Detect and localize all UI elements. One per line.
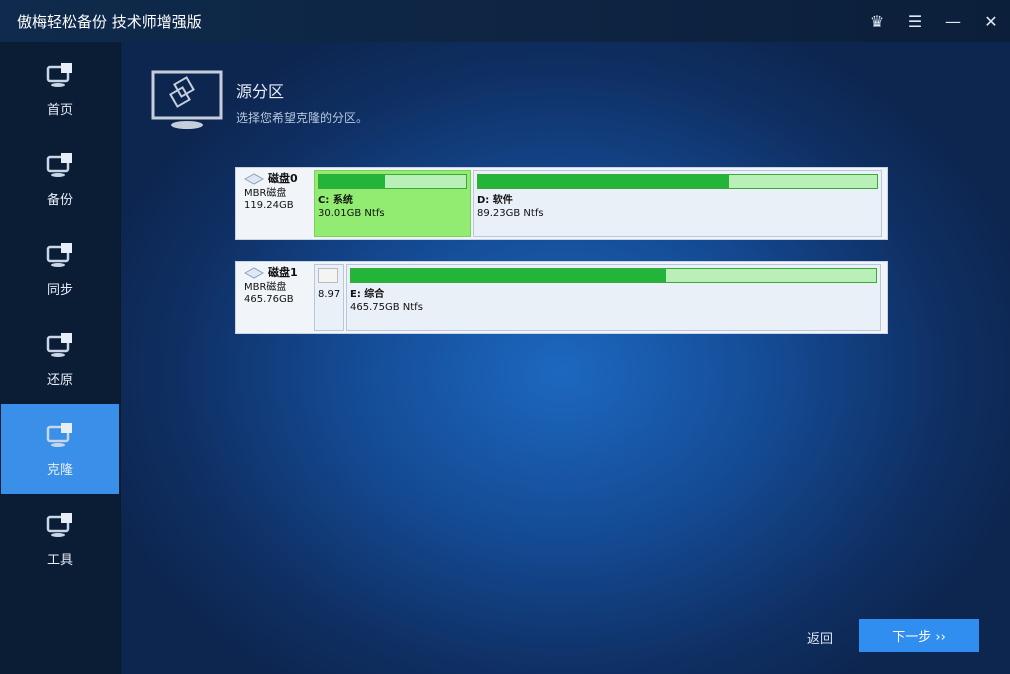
partition[interactable]: C: 系统 30.01GB Ntfs bbox=[314, 170, 471, 237]
disk-icon bbox=[244, 267, 264, 279]
partition[interactable]: 8.97 bbox=[314, 264, 344, 331]
partition-info: 30.01GB Ntfs bbox=[318, 208, 385, 219]
disk-row: 磁盘0 MBR磁盘 119.24GB C: 系统 30.01GB Ntfs D:… bbox=[235, 167, 888, 240]
partition-label: E: 综合 bbox=[350, 289, 385, 300]
disk-size: 119.24GB bbox=[244, 200, 294, 211]
partition-monitor-icon bbox=[151, 70, 223, 129]
partition[interactable]: D: 软件 89.23GB Ntfs bbox=[473, 170, 882, 237]
disk-size: 465.76GB bbox=[244, 294, 294, 305]
disk-row: 磁盘1 MBR磁盘 465.76GB 8.97 E: 综合 465.75GB N… bbox=[235, 261, 888, 334]
disk-type: MBR磁盘 bbox=[244, 188, 287, 199]
minimize-icon[interactable]: — bbox=[945, 11, 961, 31]
sidebar-item-label: 备份 bbox=[46, 192, 73, 208]
partition-info: 89.23GB Ntfs bbox=[477, 208, 544, 219]
partition[interactable]: E: 综合 465.75GB Ntfs bbox=[346, 264, 881, 331]
menu-icon[interactable]: ☰ bbox=[907, 11, 923, 31]
partition-label: D: 软件 bbox=[477, 195, 513, 206]
restore-icon bbox=[46, 331, 74, 369]
sidebar-item-label: 首页 bbox=[46, 102, 73, 118]
title-bar: 傲梅轻松备份 技术师增强版 ♛ ☰ — ✕ bbox=[0, 0, 1010, 42]
home-icon bbox=[46, 61, 74, 99]
partition-usage-bar bbox=[350, 268, 877, 283]
sidebar-item-sync[interactable]: 同步 bbox=[0, 224, 120, 314]
sidebar-item-clone[interactable]: 克隆 bbox=[1, 404, 119, 494]
sidebar-item-restore[interactable]: 还原 bbox=[0, 314, 120, 404]
partition-usage-bar bbox=[477, 174, 878, 189]
app-title: 傲梅轻松备份 技术师增强版 bbox=[17, 13, 202, 31]
disk-type: MBR磁盘 bbox=[244, 282, 287, 293]
sync-icon bbox=[46, 241, 74, 279]
back-button[interactable]: 返回 bbox=[807, 632, 834, 647]
next-button[interactable]: 下一步 ›› bbox=[859, 619, 979, 652]
partition-usage-bar bbox=[318, 174, 467, 189]
sidebar-item-label: 还原 bbox=[46, 372, 73, 388]
backup-icon bbox=[46, 151, 74, 189]
disk-name: 磁盘0 bbox=[268, 172, 298, 185]
clone-icon bbox=[46, 421, 74, 459]
sidebar-item-label: 克隆 bbox=[46, 462, 73, 478]
partition-info: 465.75GB Ntfs bbox=[350, 302, 423, 313]
crown-icon[interactable]: ♛ bbox=[869, 11, 885, 31]
sidebar-item-tools[interactable]: 工具 bbox=[0, 494, 120, 584]
tools-icon bbox=[46, 511, 74, 549]
main-panel: 源分区 选择您希望克隆的分区。 磁盘0 MBR磁盘 119.24GB C: 系统… bbox=[121, 42, 1010, 674]
sidebar-item-home[interactable]: 首页 bbox=[0, 44, 120, 134]
sidebar-item-label: 同步 bbox=[46, 282, 73, 298]
sidebar-item-label: 工具 bbox=[46, 552, 73, 568]
partition-bar bbox=[318, 268, 338, 283]
sidebar: 首页备份同步还原克隆工具 bbox=[0, 42, 121, 674]
partition-label: C: 系统 bbox=[318, 195, 353, 206]
page-subtitle: 选择您希望克隆的分区。 bbox=[236, 111, 369, 125]
page-title: 源分区 bbox=[236, 82, 285, 101]
sidebar-item-backup[interactable]: 备份 bbox=[0, 134, 120, 224]
close-icon[interactable]: ✕ bbox=[984, 11, 998, 31]
disk-icon bbox=[244, 173, 264, 185]
disk-name: 磁盘1 bbox=[268, 266, 298, 279]
partition-info: 8.97 bbox=[318, 289, 340, 300]
